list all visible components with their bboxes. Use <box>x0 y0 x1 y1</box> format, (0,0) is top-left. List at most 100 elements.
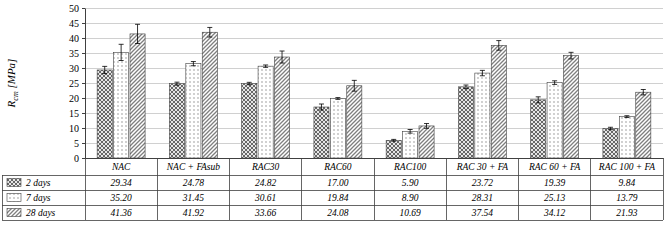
y-tick-mark <box>82 53 85 54</box>
y-axis: 05101520253035404550 <box>69 3 86 164</box>
y-tick-mark <box>82 113 85 114</box>
error-bar <box>391 139 396 141</box>
table-value: 19.39 <box>544 178 566 188</box>
error-cap <box>536 96 541 97</box>
table-value: 23.72 <box>472 178 494 188</box>
error-stem <box>282 51 283 63</box>
error-cap <box>135 43 140 44</box>
error-cap <box>608 127 613 128</box>
error-bar <box>119 44 124 60</box>
error-bar <box>335 98 340 100</box>
error-stem <box>554 81 555 85</box>
x-tick-label: RAC30 <box>251 162 280 172</box>
grid-line <box>85 23 663 24</box>
bar-series <box>114 44 635 158</box>
bar <box>242 84 257 158</box>
error-stem <box>137 24 138 43</box>
error-cap <box>424 123 429 124</box>
error-stem <box>121 44 122 60</box>
grid <box>85 8 663 158</box>
table-rule <box>157 158 158 220</box>
error-stem <box>571 52 572 59</box>
bar <box>130 34 145 158</box>
error-cap <box>102 73 107 74</box>
bar <box>563 56 578 158</box>
error-cap <box>463 88 468 89</box>
x-tick: NAC <box>111 158 131 172</box>
table-value: 41.36 <box>110 208 132 218</box>
error-cap <box>608 129 613 130</box>
chart: 05101520253035404550Rcm [MPa]NACNAC + FA… <box>0 0 665 228</box>
table-value: 35.20 <box>109 193 132 203</box>
table-value: 33.66 <box>254 208 277 218</box>
bar <box>619 117 634 158</box>
error-stem <box>410 130 411 134</box>
x-tick-label: NAC + FAsub <box>166 162 220 172</box>
error-cap <box>352 91 357 92</box>
x-axis: NACNAC + FAsubRAC30RAC60RAC100RAC 30 + F… <box>86 158 664 172</box>
y-axis-title: Rcm [MPa] <box>5 59 20 109</box>
error-cap <box>641 89 646 90</box>
x-tick: NAC + FAsub <box>166 158 220 172</box>
error-cap <box>102 66 107 67</box>
error-stem <box>176 82 177 85</box>
y-tick-mark <box>82 83 85 84</box>
error-cap <box>319 104 324 105</box>
error-stem <box>465 85 466 89</box>
bar <box>97 70 112 158</box>
error-bar <box>352 80 357 91</box>
bar <box>258 66 273 158</box>
legend-swatch <box>7 194 21 202</box>
data-table: 2 days29.3424.7824.8217.005.9023.7219.39… <box>2 158 663 220</box>
table-rule <box>663 158 664 220</box>
error-bar <box>319 104 324 110</box>
table-value: 8.90 <box>402 193 419 203</box>
y-tick-mark <box>82 68 85 69</box>
error-stem <box>643 90 644 95</box>
table-value: 24.08 <box>327 208 349 218</box>
error-cap <box>408 129 413 130</box>
y-axis-line <box>85 9 86 159</box>
legend-swatch <box>7 179 21 187</box>
bar-series <box>130 24 651 158</box>
table-rule <box>2 175 663 176</box>
error-stem <box>354 80 355 91</box>
y-tick-label: 35 <box>69 48 79 59</box>
error-bar <box>102 66 107 73</box>
x-tick-label: RAC 100 + FA <box>598 162 655 172</box>
y-tick-mark <box>82 98 85 99</box>
y-tick: 5 <box>74 138 85 149</box>
bar <box>603 128 618 158</box>
y-tick-mark <box>82 38 85 39</box>
y-tick-mark <box>82 158 85 159</box>
error-bar <box>424 124 429 129</box>
grid-line <box>85 38 663 39</box>
error-stem <box>538 97 539 103</box>
x-tick-label: RAC 60 + FA <box>528 162 581 172</box>
y-tick: 50 <box>69 3 85 14</box>
error-bar <box>408 130 413 134</box>
table-value: 5.90 <box>402 178 419 188</box>
error-cap <box>480 75 485 76</box>
grid-line <box>85 53 663 54</box>
y-tick: 45 <box>69 18 85 29</box>
y-tick-label: 10 <box>69 123 79 134</box>
error-bar <box>207 27 212 37</box>
error-cap <box>174 85 179 86</box>
error-cap <box>263 64 268 65</box>
error-cap <box>135 24 140 25</box>
y-tick-label: 15 <box>69 108 79 119</box>
table-value: 13.79 <box>616 193 638 203</box>
error-cap <box>174 82 179 83</box>
x-tick-label: RAC60 <box>323 162 352 172</box>
x-tick: RAC 100 + FA <box>598 158 655 172</box>
error-stem <box>482 70 483 75</box>
y-tick: 35 <box>69 48 85 59</box>
table-value: 30.61 <box>254 193 276 203</box>
error-bar <box>135 24 140 43</box>
y-tick: 10 <box>69 123 85 134</box>
y-tick-label: 20 <box>69 93 79 104</box>
error-cap <box>119 60 124 61</box>
y-tick-label: 40 <box>69 33 79 44</box>
error-cap <box>424 128 429 129</box>
